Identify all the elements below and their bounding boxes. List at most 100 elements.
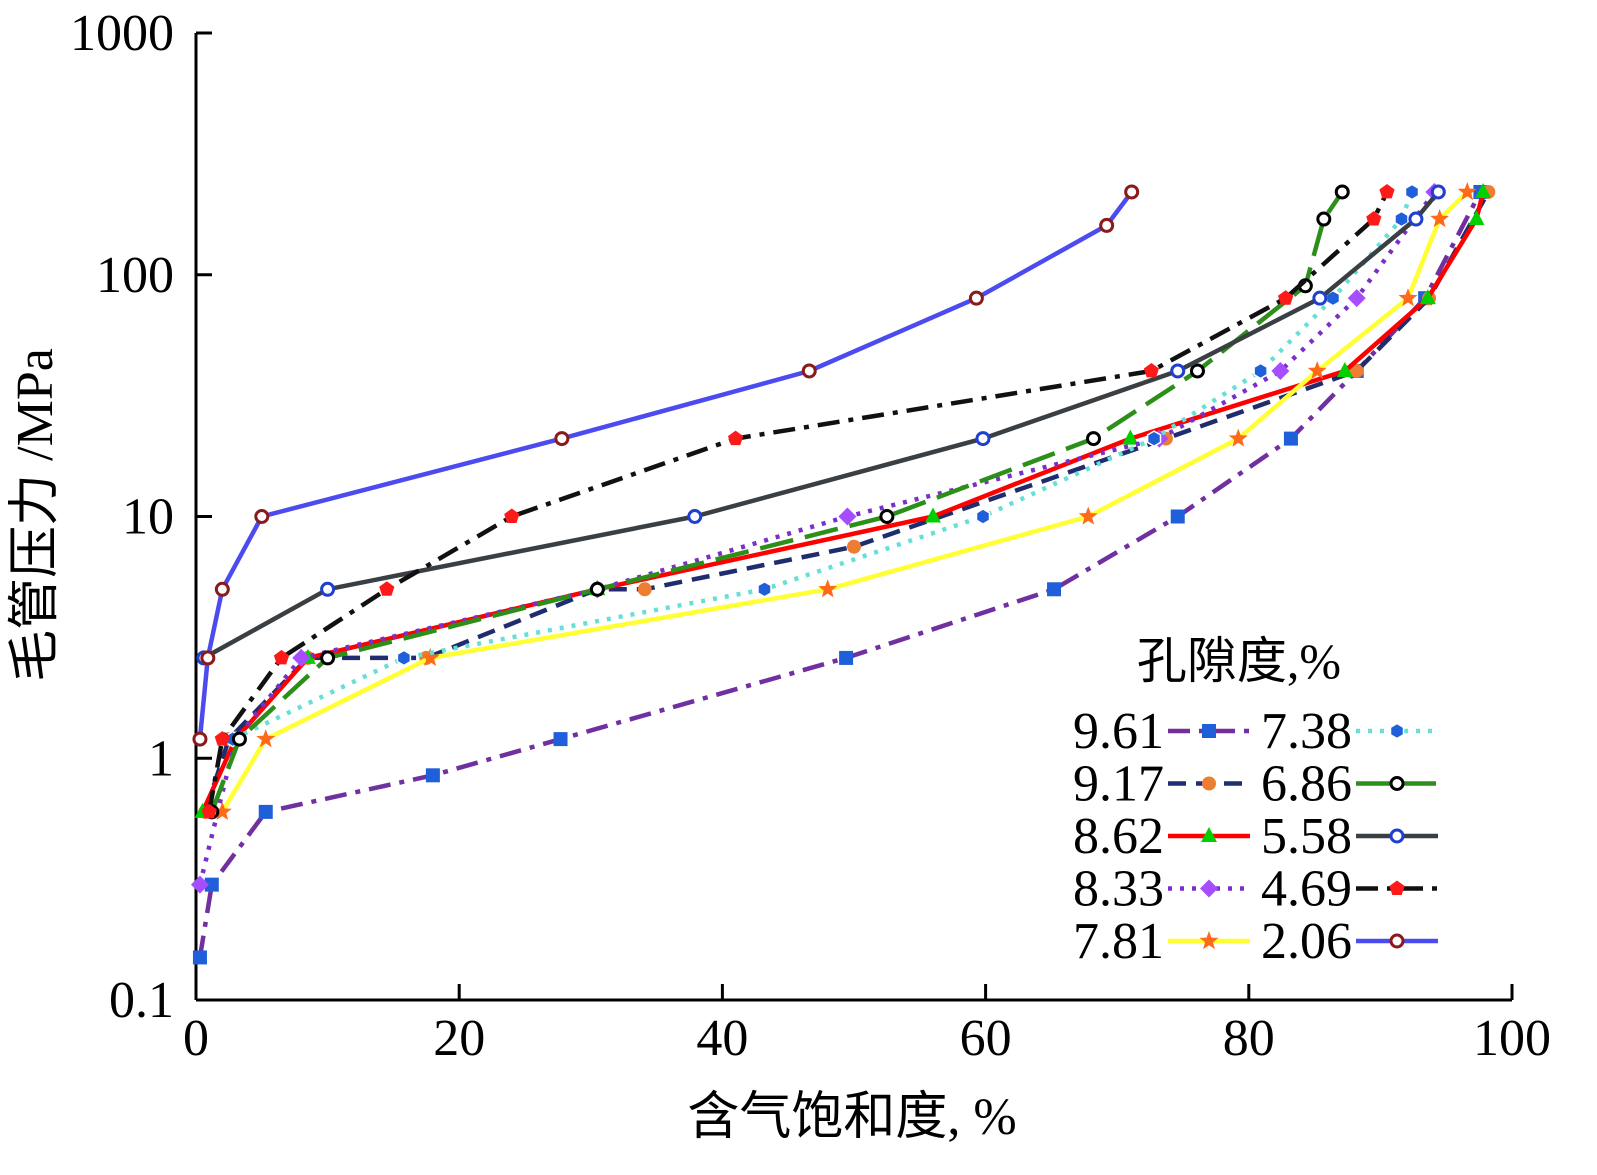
data-point <box>924 507 941 523</box>
data-point <box>1379 184 1395 199</box>
y-tick-label: 10 <box>122 489 174 546</box>
legend-item-6.86: 6.86 <box>1261 756 1438 813</box>
legend-label: 7.81 <box>1073 913 1164 970</box>
legend-item-8.62: 8.62 <box>1073 808 1250 865</box>
series-4.69 <box>201 184 1395 819</box>
series-line-6.86 <box>209 190 1345 813</box>
data-point <box>1283 431 1298 446</box>
legend-title: 孔隙度,% <box>1137 633 1341 689</box>
data-point <box>1146 430 1162 447</box>
data-point <box>637 582 652 597</box>
legend-item-4.69: 4.69 <box>1261 861 1438 918</box>
data-point <box>1404 183 1420 201</box>
data-point <box>231 731 247 747</box>
data-point <box>201 803 217 819</box>
legend-label: 8.33 <box>1073 861 1164 918</box>
data-point <box>968 290 984 306</box>
data-point <box>1047 582 1062 597</box>
data-point <box>396 649 412 667</box>
legend-marker <box>1199 931 1219 950</box>
data-point <box>254 509 270 524</box>
data-point <box>818 579 838 598</box>
data-point <box>757 580 772 598</box>
data-point <box>1189 363 1205 379</box>
legend-label: 5.58 <box>1261 808 1352 865</box>
data-point <box>1394 210 1409 228</box>
legend-marker <box>1389 776 1405 791</box>
data-point <box>214 731 230 746</box>
data-point <box>1170 509 1185 524</box>
data-point <box>1334 184 1350 200</box>
legend-label: 2.06 <box>1261 913 1352 970</box>
data-point <box>1408 211 1424 227</box>
legend-marker <box>1200 879 1218 898</box>
data-point <box>1347 289 1366 308</box>
data-point <box>1143 363 1159 378</box>
series-layer <box>190 182 1496 965</box>
data-point <box>200 650 216 666</box>
legend: 9.619.178.628.337.81 7.386.865.584.692.06 <box>1073 703 1438 970</box>
series-line-5.58 <box>202 190 1441 660</box>
data-point <box>420 647 440 666</box>
data-point <box>838 507 857 526</box>
y-tick-label: 1000 <box>70 5 174 62</box>
legend-marker <box>1389 933 1405 949</box>
x-tick-label: 40 <box>696 1010 748 1067</box>
data-point <box>1312 290 1328 306</box>
data-point <box>320 581 336 597</box>
legend-item-5.58: 5.58 <box>1261 808 1438 865</box>
data-point <box>1349 363 1364 378</box>
data-point <box>847 539 861 554</box>
legend-label: 4.69 <box>1261 861 1352 918</box>
data-point <box>1419 289 1436 305</box>
x-tick-label: 0 <box>183 1010 209 1067</box>
x-tick-label: 80 <box>1223 1010 1275 1067</box>
series-line-9.61 <box>197 190 1483 958</box>
legend-marker <box>1389 828 1405 844</box>
data-point <box>839 650 854 665</box>
series-2.06 <box>192 184 1140 747</box>
series-7.81 <box>212 182 1477 820</box>
legend-marker <box>1201 827 1217 842</box>
data-point <box>1278 290 1294 305</box>
data-point <box>1316 211 1332 227</box>
data-point <box>192 731 208 747</box>
legend-item-9.17: 9.17 <box>1073 756 1250 813</box>
legend-marker <box>1202 724 1216 738</box>
data-point <box>1336 361 1353 377</box>
data-point <box>879 509 895 524</box>
data-point <box>589 581 605 597</box>
data-point <box>1228 428 1248 447</box>
legend-label: 9.17 <box>1073 756 1164 813</box>
data-point <box>554 431 570 447</box>
legend-label: 8.62 <box>1073 808 1164 865</box>
data-point <box>1430 209 1450 228</box>
legend-label: 9.61 <box>1073 703 1164 760</box>
series-line-8.62 <box>200 191 1486 813</box>
data-point <box>1398 288 1418 307</box>
x-tick-label: 20 <box>433 1010 485 1067</box>
data-point <box>1170 363 1186 379</box>
data-point <box>190 875 209 894</box>
data-point <box>1475 182 1492 198</box>
data-point <box>379 581 395 596</box>
data-point <box>320 650 336 666</box>
axes: 0 20 40 60 80 100 0.1 1 10 100 1000 <box>70 5 1551 1067</box>
data-point <box>801 363 817 379</box>
data-point <box>292 648 311 667</box>
x-tick-label: 60 <box>960 1010 1012 1067</box>
data-point <box>553 732 568 747</box>
data-point <box>1086 431 1102 447</box>
data-point <box>1124 184 1140 200</box>
data-point <box>687 509 703 524</box>
data-point <box>1307 361 1327 379</box>
data-point <box>425 768 440 783</box>
series-line-7.81 <box>220 190 1469 814</box>
data-point <box>975 508 991 525</box>
series-line-8.33 <box>197 190 1437 886</box>
data-point <box>204 877 219 892</box>
data-point <box>273 649 290 665</box>
data-point <box>256 729 276 748</box>
data-point <box>1430 184 1446 200</box>
